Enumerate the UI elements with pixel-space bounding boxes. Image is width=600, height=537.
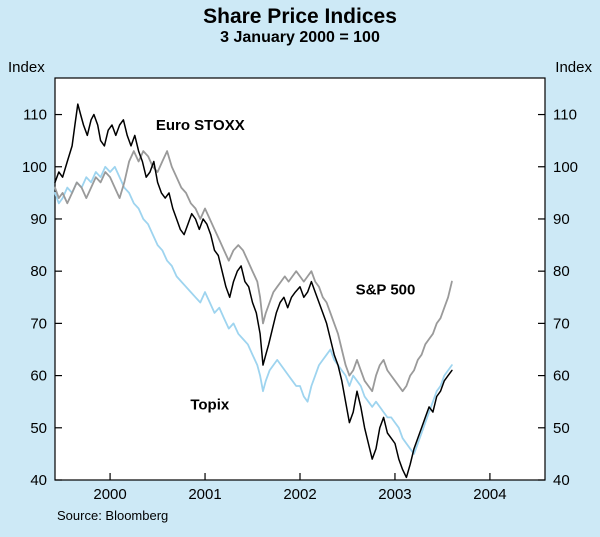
series-label-euro-stoxx: Euro STOXX bbox=[156, 117, 245, 134]
x-axis-label: 2000 bbox=[93, 486, 126, 503]
x-axis-label: 2004 bbox=[473, 486, 506, 503]
y-axis-label-right: 110 bbox=[553, 107, 577, 124]
y-axis-label-left: 40 bbox=[30, 472, 47, 489]
y-axis-label-left: 110 bbox=[23, 107, 47, 124]
series-line-topix bbox=[54, 165, 453, 455]
x-axis-label: 2003 bbox=[378, 486, 411, 503]
series-label-s-p-500: S&P 500 bbox=[356, 282, 416, 299]
y-axis-label-left: 60 bbox=[30, 368, 47, 385]
y-axis-label-right: 40 bbox=[553, 472, 570, 489]
chart-subtitle: 3 January 2000 = 100 bbox=[220, 29, 380, 46]
y-axis-label-right: 90 bbox=[553, 211, 570, 228]
y-axis-unit-left: Index bbox=[8, 59, 45, 76]
x-axis-label: 2002 bbox=[283, 486, 316, 503]
y-axis-unit-right: Index bbox=[555, 59, 592, 76]
source-note: Source: Bloomberg bbox=[57, 508, 169, 523]
series-line-euro-stoxx bbox=[54, 103, 453, 479]
chart-title: Share Price Indices bbox=[203, 5, 397, 28]
y-axis-label-right: 50 bbox=[553, 420, 570, 437]
y-axis-label-left: 70 bbox=[30, 315, 47, 332]
y-axis-label-right: 80 bbox=[553, 263, 570, 280]
y-axis-label-right: 60 bbox=[553, 368, 570, 385]
series-label-topix: Topix bbox=[190, 397, 230, 414]
y-axis-label-left: 90 bbox=[30, 211, 47, 228]
x-axis-label: 2001 bbox=[188, 486, 221, 503]
series-line-s-p-500 bbox=[54, 150, 453, 393]
y-axis-label-left: 80 bbox=[30, 263, 47, 280]
y-axis-label-right: 100 bbox=[553, 159, 578, 176]
y-axis-label-left: 100 bbox=[22, 159, 47, 176]
y-axis-label-right: 70 bbox=[553, 315, 570, 332]
y-axis-label-left: 50 bbox=[30, 420, 47, 437]
